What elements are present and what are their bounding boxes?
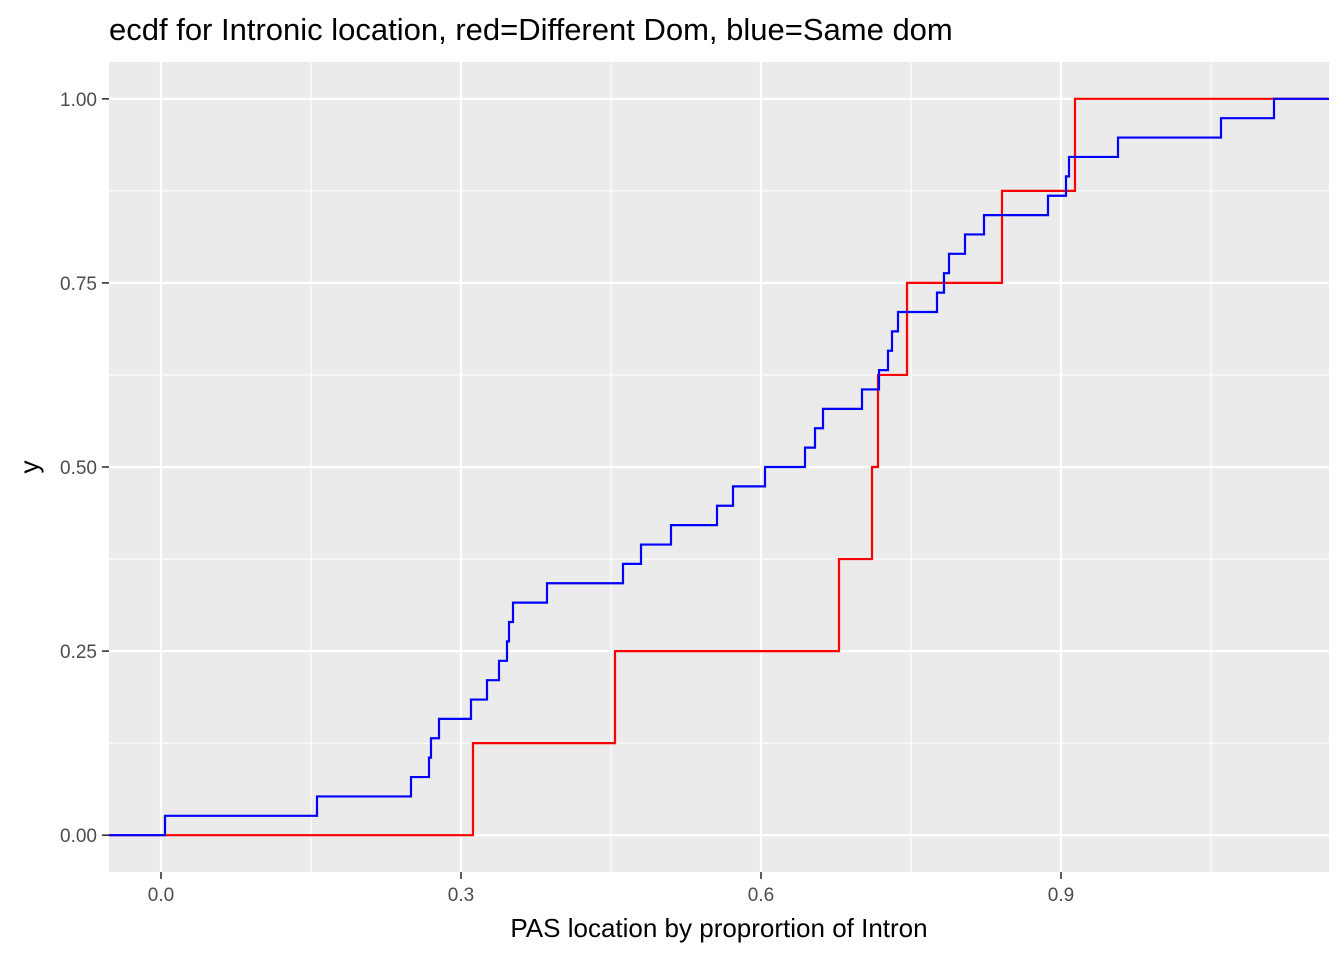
y-axis: 0.00 0.25 0.50 0.75 1.00	[60, 90, 109, 847]
y-tick-label: 0.50	[60, 458, 97, 479]
chart-title: ecdf for Intronic location, red=Differen…	[109, 12, 953, 47]
ecdf-series-line-0	[109, 97, 1329, 837]
y-axis-title: y	[14, 461, 44, 474]
ecdf-series-line-1	[109, 97, 1329, 837]
x-axis: 0.0 0.3 0.6 0.9	[148, 872, 1074, 906]
y-tick-label: 0.00	[60, 826, 97, 847]
x-tick-label: 0.9	[1048, 885, 1074, 906]
x-tick-label: 0.6	[748, 885, 774, 906]
y-tick-label: 1.00	[60, 90, 97, 111]
x-tick-label: 0.3	[448, 885, 474, 906]
series-layer	[109, 97, 1329, 837]
y-tick-label: 0.25	[60, 642, 97, 663]
x-axis-title: PAS location by proprortion of Intron	[510, 913, 927, 943]
x-tick-label: 0.0	[148, 885, 174, 906]
y-tick-label: 0.75	[60, 274, 97, 295]
